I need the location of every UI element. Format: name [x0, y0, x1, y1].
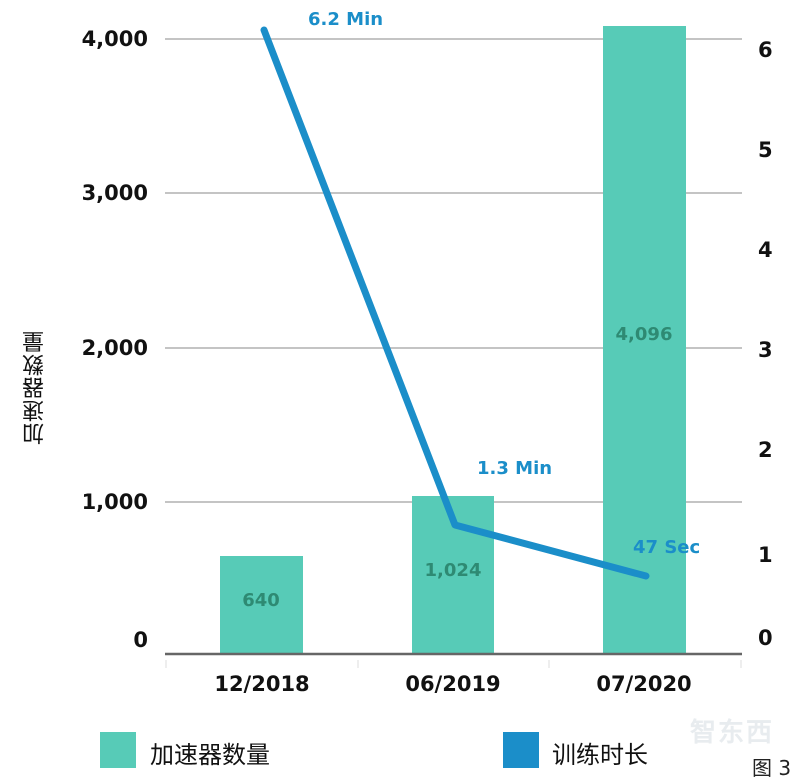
y-tick-4000: 4,000 [81, 27, 148, 51]
y-axis-label: 加速器数量 [23, 330, 48, 445]
y2-tick-4: 4 [758, 238, 773, 262]
y-tick-2000: 2,000 [81, 336, 148, 360]
bar-07-2020 [603, 26, 686, 654]
x-tick-07-2020: 07/2020 [596, 672, 692, 696]
y2-tick-3: 3 [758, 338, 773, 362]
y2-tick-5: 5 [758, 138, 773, 162]
x-tick-12-2018: 12/2018 [214, 672, 310, 696]
legend-bar-label: 加速器数量 [150, 741, 270, 769]
y2-tick-6: 6 [758, 38, 773, 62]
figure-caption: 图 3 [752, 756, 792, 780]
y2-tick-2: 2 [758, 438, 773, 462]
y2-tick-0: 0 [758, 626, 773, 650]
legend-line-label: 训练时长 [552, 741, 648, 769]
y-tick-0: 0 [133, 628, 148, 652]
line-value-label: 47 Sec [633, 537, 701, 558]
bar-value-label: 1,024 [424, 560, 482, 581]
bar-value-label: 4,096 [615, 324, 673, 345]
bar-value-label: 640 [242, 590, 280, 611]
legend-bar-swatch [100, 732, 136, 768]
training-time-line [260, 26, 650, 580]
line-value-label: 1.3 Min [477, 458, 553, 479]
y-tick-1000: 1,000 [81, 490, 148, 514]
bar-12-2018 [220, 556, 303, 654]
y2-tick-1: 1 [758, 543, 773, 567]
watermark: 智东西 [690, 718, 775, 748]
line-value-label: 6.2 Min [308, 9, 384, 30]
y-tick-3000: 3,000 [81, 181, 148, 205]
legend-line-swatch [503, 732, 539, 768]
x-tick-06-2019: 06/2019 [405, 672, 501, 696]
